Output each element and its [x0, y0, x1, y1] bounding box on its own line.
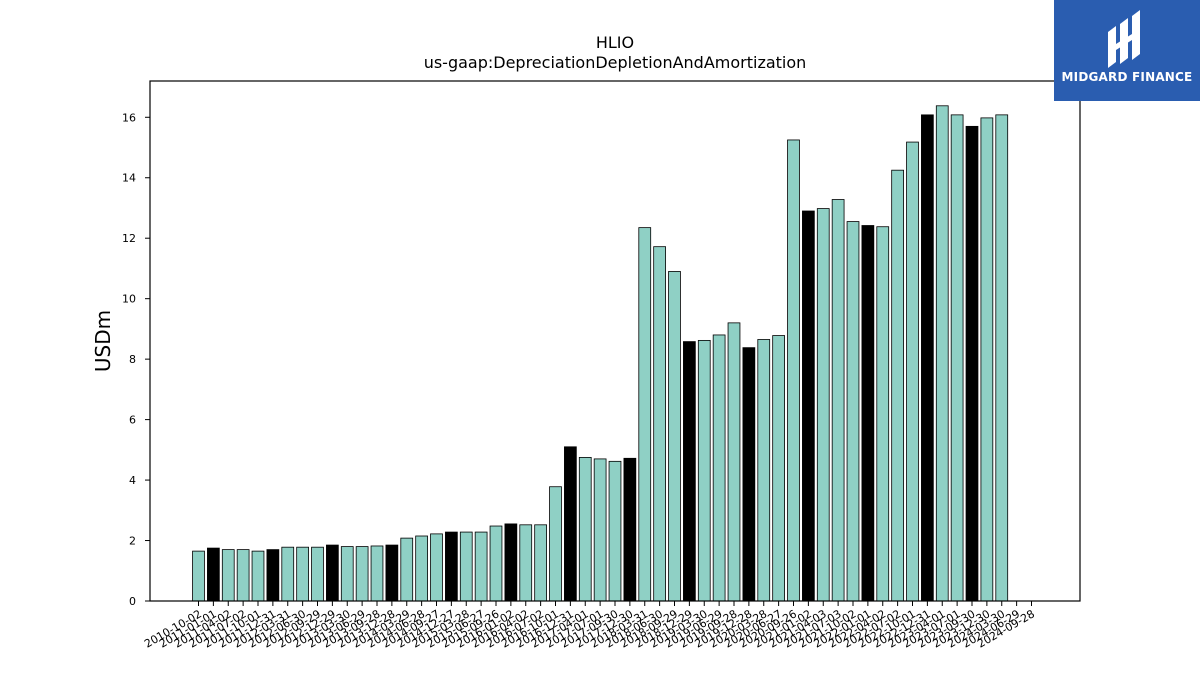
bar: [653, 246, 666, 602]
bar: [534, 524, 547, 602]
bar: [281, 546, 295, 602]
bar: [950, 114, 964, 602]
bar: [891, 169, 904, 602]
bar: [192, 550, 205, 602]
bar: [459, 531, 473, 602]
bar: [846, 221, 860, 602]
bar: [370, 545, 384, 602]
bar: [593, 458, 607, 602]
y-tick-label: 6: [129, 414, 136, 427]
brand-logo: MIDGARD FINANCE: [1054, 0, 1200, 101]
bar: [921, 114, 934, 602]
bar: [311, 546, 324, 602]
bar: [861, 225, 875, 602]
bar: [980, 117, 994, 602]
bar: [697, 339, 711, 602]
bar: [623, 457, 637, 602]
midgard-logo-icon: [1108, 10, 1140, 68]
bar: [445, 531, 458, 602]
bar: [995, 114, 1009, 602]
bar: [474, 531, 488, 602]
bar: [787, 139, 800, 602]
bar: [400, 537, 414, 602]
bar: [727, 322, 741, 602]
brand-name: MIDGARD FINANCE: [1061, 70, 1193, 84]
bar: [638, 227, 652, 602]
bar: [489, 525, 503, 602]
bar: [549, 486, 562, 602]
bar: [415, 535, 428, 602]
y-tick-label: 4: [129, 474, 136, 487]
y-tick-label: 10: [122, 293, 136, 306]
bar: [504, 523, 518, 602]
y-tick-label: 2: [129, 535, 136, 548]
y-tick-label: 16: [122, 111, 136, 124]
bar: [935, 105, 949, 602]
bar: [831, 199, 845, 602]
bar: [608, 460, 622, 602]
bar: [802, 210, 815, 602]
bar: [207, 547, 220, 602]
bar: [326, 544, 339, 602]
y-tick-label: 0: [129, 595, 136, 608]
y-tick-label: 12: [122, 232, 136, 245]
bar: [340, 546, 354, 602]
bar: [385, 544, 399, 602]
bar: [906, 141, 919, 602]
bar: [965, 125, 979, 602]
bar: [712, 334, 726, 602]
y-tick-label: 8: [129, 353, 136, 366]
y-axis-label: USDm: [91, 310, 115, 372]
plot-frame: [149, 80, 1081, 602]
bar: [251, 550, 265, 602]
chart-subtitle: us-gaap:DepreciationDepletionAndAmortiza…: [424, 53, 807, 72]
bar: [430, 533, 443, 602]
y-axis-ticks: 0 2 4 6 8 10 12 14 16: [122, 111, 150, 608]
x-axis-ticks: 2010-10-022011-01-012011-04-022011-07-02…: [142, 601, 1037, 651]
bar: [816, 208, 830, 602]
bar: [221, 549, 235, 602]
bar: [519, 524, 533, 602]
bar: [772, 335, 785, 602]
chart-title: HLIO: [596, 33, 634, 52]
bar: [742, 347, 756, 602]
bar: [355, 546, 369, 602]
bar: [296, 546, 309, 602]
bar: [668, 271, 681, 602]
bar: [757, 339, 771, 602]
bar: [876, 226, 890, 602]
bar: [578, 456, 592, 602]
bars-group: [192, 105, 1009, 602]
bar: [564, 446, 577, 602]
bar: [236, 549, 250, 602]
bar: [266, 549, 280, 602]
y-tick-label: 14: [122, 172, 136, 185]
bar: [683, 341, 696, 602]
